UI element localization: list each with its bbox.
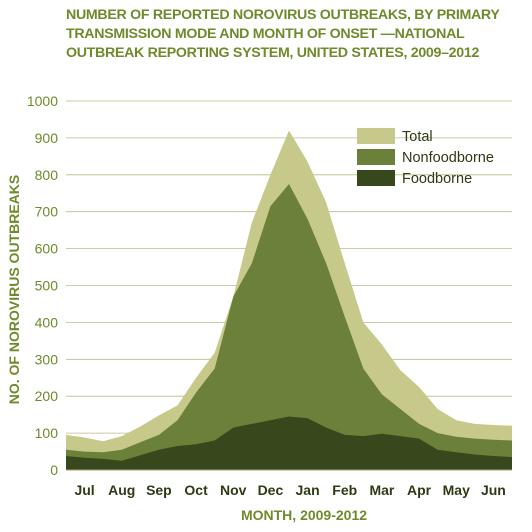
y-tick-label: 0 [50, 462, 58, 478]
y-tick-label: 600 [35, 241, 59, 257]
x-tick-label: Sep [146, 482, 172, 498]
legend-label-nonfoodborne: Nonfoodborne [402, 150, 494, 166]
legend-label-foodborne: Foodborne [402, 171, 472, 187]
y-tick-label: 100 [35, 425, 59, 441]
x-tick-label: Jan [296, 482, 320, 498]
legend-swatch-foodborne [357, 170, 395, 186]
x-tick-label: Dec [258, 482, 284, 498]
legend-swatch-total [357, 128, 395, 144]
x-tick-label: Apr [407, 482, 432, 498]
chart-title-line-1: NUMBER OF REPORTED NOROVIRUS OUTBREAKS, … [66, 7, 500, 23]
y-tick-label: 300 [35, 351, 59, 367]
x-tick-label: Jun [481, 482, 506, 498]
area-foodborne [66, 416, 512, 470]
legend-swatch-nonfoodborne [357, 149, 395, 165]
area-series [66, 130, 512, 470]
legend-label-total: Total [402, 129, 433, 145]
x-tick-label: Mar [369, 482, 394, 498]
x-tick-label: Oct [184, 482, 208, 498]
y-tick-labels: 0 100 200 300 400 500 600 700 800 900 1000 [27, 93, 58, 478]
chart-title-line-3: OUTBREAK REPORTING SYSTEM, UNITED STATES… [66, 45, 480, 61]
y-tick-label: 700 [35, 204, 59, 220]
y-tick-label: 900 [35, 130, 59, 146]
y-tick-label: 800 [35, 167, 59, 183]
x-tick-label: Jul [74, 482, 94, 498]
chart-title: NUMBER OF REPORTED NOROVIRUS OUTBREAKS, … [66, 6, 526, 63]
x-tick-label: Aug [108, 482, 135, 498]
area-nonfoodborne [66, 184, 512, 470]
x-tick-labels: Jul Aug Sep Oct Nov Dec Jan Feb Mar Apr May Jun [74, 482, 505, 498]
x-axis-label: MONTH, 2009-2012 [241, 507, 367, 523]
x-tick-label: Feb [332, 482, 357, 498]
chart-title-line-2: TRANSMISSION MODE AND MONTH OF ONSET —NA… [66, 26, 465, 42]
y-tick-label: 1000 [27, 93, 58, 109]
y-tick-label: 500 [35, 278, 59, 294]
x-tick-label: May [443, 482, 470, 498]
y-axis-label: NO. OF NOROVIRUS OUTBREAKS [6, 175, 22, 404]
y-tick-label: 400 [35, 314, 59, 330]
legend: Total Nonfoodborne Foodborne [357, 128, 494, 187]
x-tick-label: Nov [220, 482, 247, 498]
y-tick-label: 200 [35, 388, 59, 404]
